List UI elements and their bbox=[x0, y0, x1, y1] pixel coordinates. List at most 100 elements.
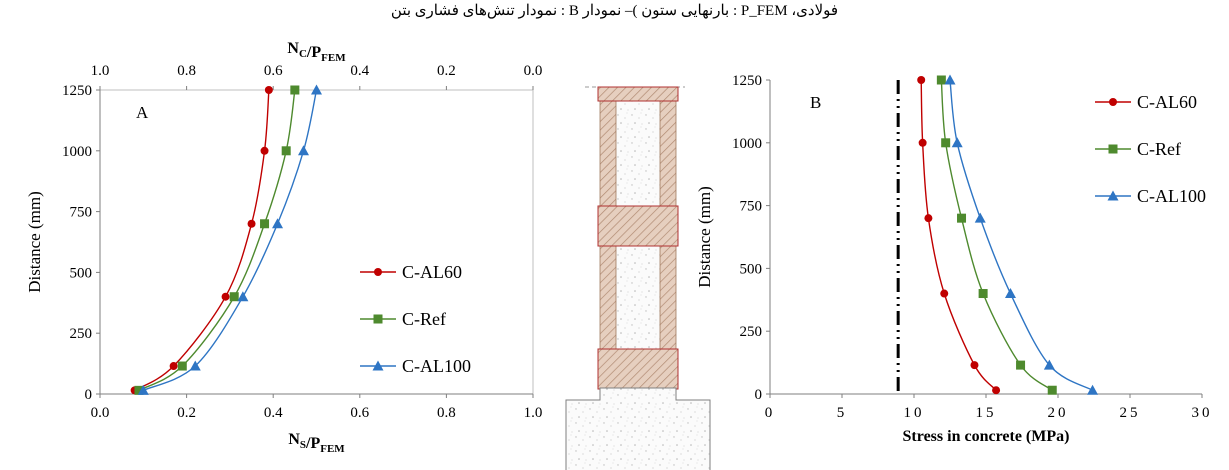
data-point bbox=[951, 137, 963, 148]
x-tick-label: 15 bbox=[976, 405, 997, 421]
legend-entry: C-AL100 bbox=[1137, 186, 1206, 206]
x2-tick-label: 0.0 bbox=[524, 63, 543, 79]
column-base bbox=[565, 387, 711, 470]
x-tick-label: 0 bbox=[765, 405, 776, 421]
series-line-c-ref bbox=[138, 89, 296, 391]
data-point bbox=[311, 84, 322, 95]
legend-entry: C-Ref bbox=[1137, 139, 1181, 159]
figure-caption: فولادی، P_FEM : بارنهایی ستون )– نمودار … bbox=[390, 3, 839, 19]
data-point bbox=[281, 146, 291, 156]
y-tick-label: 1000 bbox=[732, 136, 762, 152]
series-line-c-al100 bbox=[949, 79, 1093, 391]
legend-entry: C-Ref bbox=[402, 309, 446, 329]
legend: C-AL60 C-Ref C-AL100 bbox=[1095, 92, 1206, 206]
panel-b-chart: 0 250 500 750 1000 1250 0 5 10 15 20 25 30 Distance (… bbox=[695, 73, 1213, 445]
y-tick-label: 0 bbox=[85, 387, 93, 403]
data-point bbox=[237, 291, 249, 302]
data-point bbox=[247, 219, 256, 228]
y-tick-label: 750 bbox=[70, 205, 93, 221]
data-point bbox=[290, 85, 300, 95]
x2-tick-label: 0.2 bbox=[437, 63, 456, 79]
data-point bbox=[917, 76, 926, 84]
x-tick-label: 0.0 bbox=[91, 405, 110, 421]
x-tick-label: 10 bbox=[904, 405, 925, 421]
y-tick-label: 500 bbox=[70, 265, 93, 281]
column-schematic bbox=[565, 86, 711, 470]
data-point bbox=[924, 214, 933, 223]
legend-entry: C-AL60 bbox=[1137, 92, 1197, 112]
x-tick-label: 25 bbox=[1120, 405, 1141, 421]
y-tick-label: 0 bbox=[755, 387, 763, 403]
x-tick-label: 0.6 bbox=[350, 405, 369, 421]
data-point bbox=[177, 361, 187, 371]
data-point bbox=[272, 218, 284, 229]
legend-marker bbox=[1107, 190, 1119, 201]
series-line-c-al100 bbox=[143, 89, 318, 391]
data-point bbox=[169, 362, 178, 371]
data-point bbox=[1087, 384, 1099, 395]
data-point bbox=[1043, 359, 1055, 370]
legend-entry: C-AL100 bbox=[402, 356, 471, 376]
x2-axis-label: NC/PFEM bbox=[287, 40, 346, 64]
data-point bbox=[1047, 385, 1057, 395]
data-point bbox=[189, 360, 201, 371]
x-axis-label: Stress in concrete (MPa) bbox=[903, 428, 1070, 445]
x-tick-label: 0.2 bbox=[177, 405, 196, 421]
data-point bbox=[137, 384, 149, 395]
data-point bbox=[944, 74, 956, 85]
panel-a-chart: 0 250 500 750 1000 1250 0.0 0.2 0.4 0.6 0.8 1.0 1.0 0… bbox=[25, 40, 542, 455]
data-point bbox=[978, 289, 988, 299]
x-axis-label: NS/PFEM bbox=[288, 431, 345, 455]
data-point bbox=[940, 289, 949, 298]
panel-label: A bbox=[136, 103, 149, 122]
data-point bbox=[260, 146, 269, 155]
data-point bbox=[974, 212, 986, 223]
series-line-c-al60 bbox=[920, 79, 997, 391]
data-point bbox=[1016, 360, 1026, 370]
data-point bbox=[264, 86, 273, 94]
y-axis-label: Distance (mm) bbox=[695, 186, 714, 288]
data-point bbox=[229, 292, 239, 302]
x2-tick-label: 1.0 bbox=[91, 63, 110, 79]
data-point bbox=[260, 219, 270, 229]
data-point bbox=[957, 213, 967, 223]
x-tick-label: 30 bbox=[1192, 405, 1213, 421]
legend-marker bbox=[1108, 144, 1118, 154]
column-plate bbox=[597, 348, 679, 390]
y-tick-label: 250 bbox=[70, 326, 93, 342]
data-point bbox=[992, 386, 1001, 395]
column-plate bbox=[597, 86, 679, 102]
data-point bbox=[936, 75, 946, 85]
x-tick-label: 0.4 bbox=[264, 405, 283, 421]
legend-marker bbox=[373, 314, 383, 324]
x2-tick-label: 0.4 bbox=[350, 63, 369, 79]
data-point bbox=[134, 385, 144, 395]
y-tick-label: 1000 bbox=[62, 144, 92, 160]
panel-label: B bbox=[810, 93, 821, 112]
series-line-c-al60 bbox=[134, 89, 270, 391]
x-tick-label: 1.0 bbox=[524, 405, 543, 421]
data-point bbox=[221, 292, 230, 301]
y-tick-label: 750 bbox=[740, 199, 763, 215]
x-tick-label: 5 bbox=[837, 405, 848, 421]
y-tick-label: 1250 bbox=[732, 73, 762, 89]
legend-entry: C-AL60 bbox=[402, 262, 462, 282]
y-tick-label: 500 bbox=[740, 261, 763, 277]
x2-tick-label: 0.8 bbox=[177, 63, 196, 79]
y-axis-label: Distance (mm) bbox=[25, 191, 44, 293]
data-point bbox=[298, 145, 310, 156]
legend-marker bbox=[372, 360, 384, 371]
plot-frame bbox=[99, 89, 534, 395]
x-tick-label: 0.8 bbox=[437, 405, 456, 421]
x-tick-label: 20 bbox=[1048, 405, 1069, 421]
y-tick-label: 250 bbox=[740, 324, 763, 340]
data-point bbox=[918, 138, 927, 147]
column-plate bbox=[597, 205, 679, 247]
data-point bbox=[941, 138, 951, 148]
data-point bbox=[970, 361, 979, 370]
x2-tick-label: 0.6 bbox=[264, 63, 283, 79]
legend-marker bbox=[1109, 98, 1117, 106]
legend: C-AL60 C-Ref C-AL100 bbox=[360, 262, 471, 376]
data-point bbox=[1004, 288, 1016, 299]
